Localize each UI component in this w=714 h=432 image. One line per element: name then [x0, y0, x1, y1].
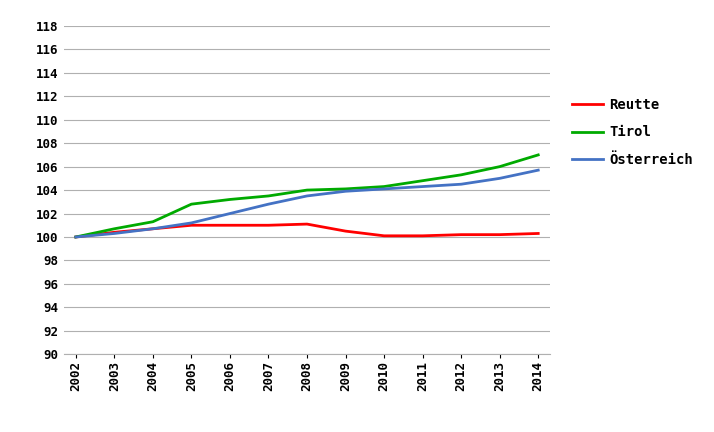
- Reutte: [71, 235, 80, 240]
- Reutte: [226, 222, 234, 228]
- Tirol: [71, 235, 80, 240]
- Österreich: [380, 186, 388, 191]
- Tirol: [534, 152, 543, 158]
- Legend: Reutte, Tirol, Österreich: Reutte, Tirol, Österreich: [566, 92, 699, 173]
- Reutte: [341, 229, 350, 234]
- Österreich: [341, 189, 350, 194]
- Österreich: [303, 194, 311, 199]
- Österreich: [187, 220, 196, 226]
- Tirol: [418, 178, 427, 183]
- Österreich: [149, 226, 157, 232]
- Österreich: [264, 202, 273, 207]
- Tirol: [149, 219, 157, 224]
- Reutte: [187, 222, 196, 228]
- Reutte: [418, 233, 427, 238]
- Reutte: [264, 222, 273, 228]
- Österreich: [534, 168, 543, 173]
- Österreich: [496, 176, 504, 181]
- Reutte: [457, 232, 466, 237]
- Line: Österreich: Österreich: [76, 170, 538, 237]
- Tirol: [341, 186, 350, 191]
- Tirol: [226, 197, 234, 202]
- Reutte: [380, 233, 388, 238]
- Line: Tirol: Tirol: [76, 155, 538, 237]
- Österreich: [418, 184, 427, 189]
- Reutte: [110, 230, 119, 235]
- Tirol: [496, 164, 504, 169]
- Reutte: [496, 232, 504, 237]
- Tirol: [187, 202, 196, 207]
- Reutte: [534, 231, 543, 236]
- Tirol: [380, 184, 388, 189]
- Reutte: [303, 222, 311, 227]
- Österreich: [226, 211, 234, 216]
- Tirol: [110, 226, 119, 232]
- Österreich: [110, 231, 119, 236]
- Österreich: [71, 235, 80, 240]
- Tirol: [264, 194, 273, 199]
- Line: Reutte: Reutte: [76, 224, 538, 237]
- Tirol: [457, 172, 466, 178]
- Österreich: [457, 181, 466, 187]
- Tirol: [303, 187, 311, 193]
- Reutte: [149, 226, 157, 232]
